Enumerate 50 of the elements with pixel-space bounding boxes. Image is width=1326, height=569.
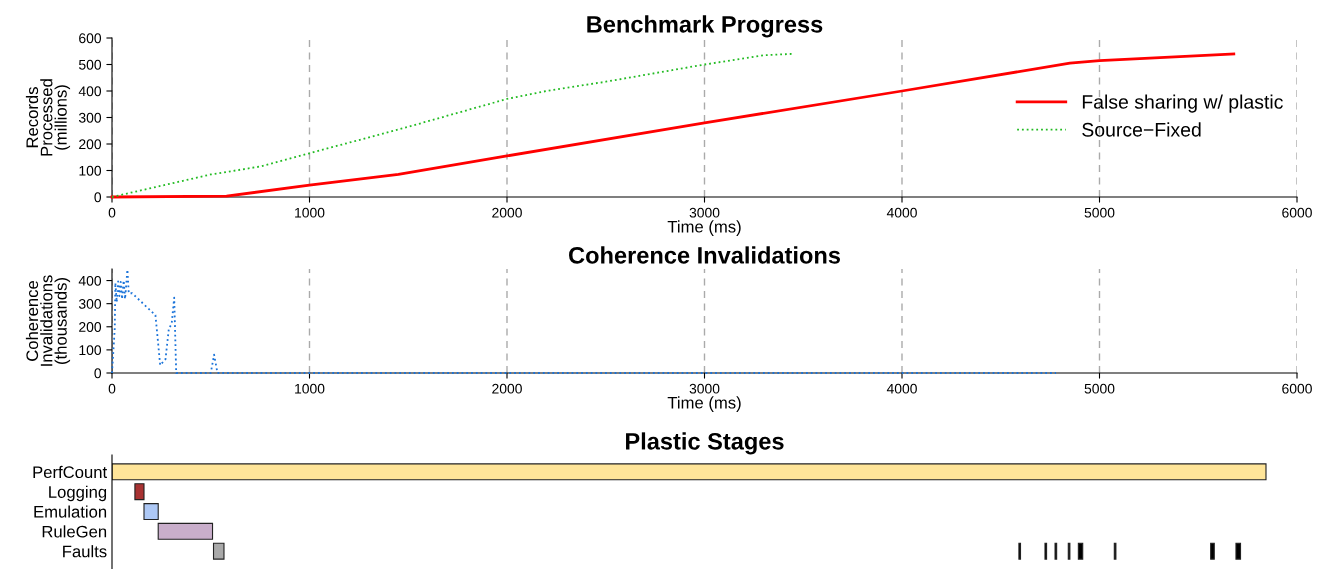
y-tick-label: Logging (49, 485, 107, 502)
y-axis-title: Coherence Invalidations (thousands) (25, 275, 71, 366)
y-tick-label: 200 (79, 139, 102, 150)
x-tick-label: 4000 (886, 207, 917, 218)
bar (134, 483, 145, 501)
x-tick-label: 1000 (295, 383, 325, 394)
x-tick-label: 5000 (1084, 207, 1115, 218)
line-series (111, 268, 1057, 374)
x-tick-label: 4000 (886, 383, 917, 394)
y-tick-label: PerfCount (33, 465, 108, 479)
y-tick-label: 400 (78, 275, 102, 286)
y-tick-label: 200 (79, 322, 102, 332)
y-axis-title: Records Processed (millions) (25, 79, 71, 156)
y-tick-label: Faults (63, 545, 107, 558)
y-tick-label: 0 (94, 192, 102, 203)
x-tick-label: 2000 (492, 383, 522, 394)
y-tick-label: 100 (79, 345, 102, 356)
line-series (111, 52, 793, 198)
x-tick-label: 0 (108, 207, 116, 218)
legend-label: Source−Fixed (1082, 122, 1201, 137)
y-tick-label: 100 (79, 165, 102, 176)
y-tick-label: RuleGen (42, 525, 107, 538)
x-tick-label: 3000 (689, 383, 720, 394)
x-tick-label: 6000 (1282, 383, 1312, 394)
x-tick-label: 1000 (295, 207, 325, 218)
x-axis-title: Time (ms) (667, 396, 741, 412)
y-tick-label: 400 (78, 86, 102, 97)
bar (157, 522, 214, 540)
bar (212, 542, 225, 560)
bar (112, 463, 1267, 481)
x-tick-label: 0 (108, 383, 116, 394)
y-tick-label: 600 (79, 33, 102, 44)
x-tick-label: 5000 (1084, 383, 1115, 394)
chart-title: Coherence Invalidations (569, 246, 840, 264)
legend-label: False sharing w/ plastic (1082, 94, 1283, 113)
y-tick-label: 0 (94, 368, 102, 379)
chart-title: Benchmark Progress (587, 15, 823, 38)
x-tick-label: 6000 (1282, 207, 1312, 218)
x-tick-label: 2000 (492, 207, 522, 218)
y-tick-label: Emulation (34, 505, 107, 518)
bar (1077, 542, 1084, 560)
bar (143, 503, 159, 520)
bar (1210, 542, 1215, 560)
bar (1235, 542, 1242, 560)
y-tick-label: 500 (78, 59, 102, 70)
x-tick-label: 3000 (689, 207, 720, 218)
y-tick-label: 300 (78, 112, 102, 123)
chart-title: Plastic Stages (626, 432, 784, 455)
y-tick-label: 300 (78, 299, 102, 309)
x-axis-title: Time (ms) (667, 220, 741, 236)
